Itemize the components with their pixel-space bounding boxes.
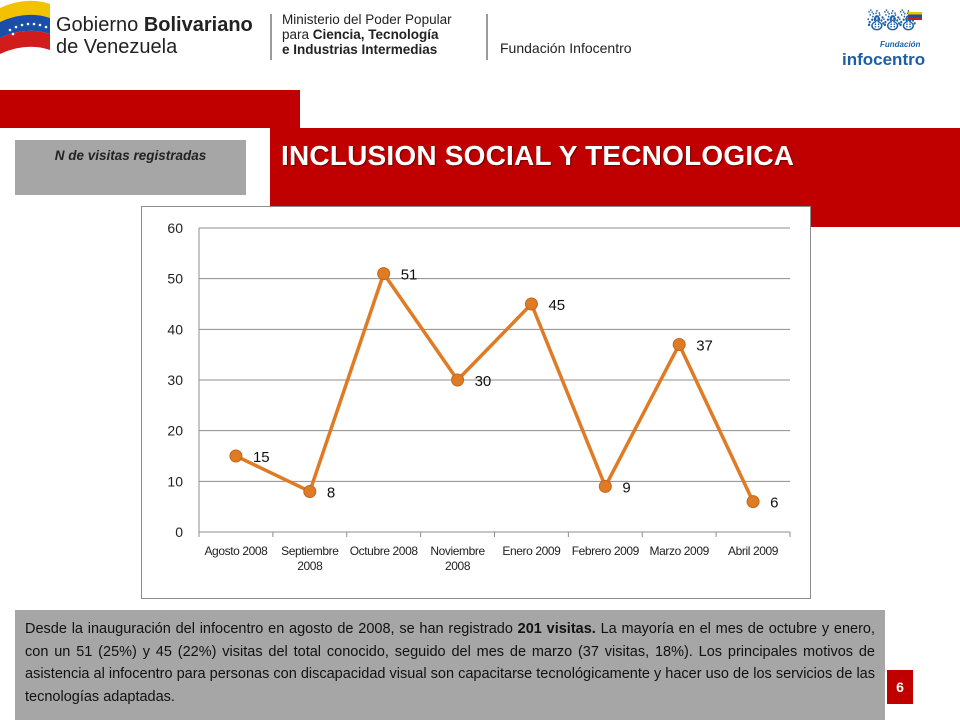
x-tick-label: Febrero 2009 <box>572 544 640 558</box>
data-point <box>524 297 538 311</box>
y-tick-label: 30 <box>167 372 183 388</box>
accent-bar <box>0 90 300 128</box>
foundation-name: Fundación Infocentro <box>500 40 632 56</box>
x-tick-label-line: Febrero 2009 <box>572 544 640 558</box>
government-name: Gobierno Bolivariano de Venezuela <box>56 14 253 58</box>
infocentro-logo: ☃☃☃ Fundación infocentro <box>842 10 926 69</box>
data-label: 37 <box>696 338 713 355</box>
header-divider <box>270 14 272 60</box>
data-label: 9 <box>622 479 630 496</box>
chart-label-box: N de visitas registradas <box>15 140 246 195</box>
data-point <box>229 449 243 463</box>
x-tick-label-line: 2008 <box>297 559 323 573</box>
data-point <box>746 495 760 509</box>
slide-title: INCLUSION SOCIAL Y TECNOLOGICA <box>281 140 795 171</box>
data-point <box>672 338 686 352</box>
data-label: 15 <box>253 449 270 466</box>
y-tick-label: 40 <box>167 321 183 337</box>
x-tick-label: Abril 2009 <box>728 544 779 558</box>
x-tick-label: Septiembre 2008 <box>281 544 339 573</box>
x-tick-label-line: Enero 2009 <box>502 544 561 558</box>
y-tick-label: 50 <box>167 271 183 287</box>
data-point <box>303 484 317 498</box>
venezuela-flag-icon <box>0 0 50 54</box>
description-text: Desde la inauguración del infocentro en … <box>25 621 875 705</box>
data-label: 8 <box>327 484 335 501</box>
x-tick-label-line: Abril 2009 <box>728 544 779 558</box>
x-tick-label-line: Agosto 2008 <box>204 544 268 558</box>
x-tick-label: Noviembre 2008 <box>430 544 485 573</box>
people-icon: ☃☃☃ <box>866 10 917 35</box>
x-tick-label-line: Marzo 2009 <box>650 544 710 558</box>
x-tick-label: Marzo 2009 <box>650 544 710 558</box>
data-point <box>451 373 465 387</box>
y-tick-label: 0 <box>175 524 183 540</box>
data-label: 45 <box>548 297 565 314</box>
y-tick-label: 60 <box>167 220 183 236</box>
data-label: 6 <box>770 495 778 512</box>
description-panel: Desde la inauguración del infocentro en … <box>15 610 885 720</box>
page-number: 6 <box>887 670 913 704</box>
x-tick-label: Octubre 2008 <box>350 544 419 558</box>
x-tick-label-line: Noviembre <box>430 544 485 558</box>
data-point <box>598 479 612 493</box>
x-tick-label-line: 2008 <box>445 559 471 573</box>
x-tick-label: Enero 2009 <box>502 544 561 558</box>
chart-label: N de visitas registradas <box>54 148 207 163</box>
data-label: 51 <box>401 267 418 284</box>
header-divider <box>486 14 488 60</box>
x-tick-label: Agosto 2008 <box>204 544 268 558</box>
y-tick-label: 10 <box>167 473 183 489</box>
series-line <box>235 271 755 503</box>
line-chart: 0 10 20 30 40 50 60 Agosto 2008 Septiembre 2008 Oc… <box>141 206 811 599</box>
x-tick-label-line: Septiembre <box>281 544 339 558</box>
data-point <box>377 267 391 281</box>
y-tick-label: 20 <box>167 423 183 439</box>
header: Gobierno Bolivariano de Venezuela Minist… <box>0 0 960 78</box>
flag-stripe-icon <box>908 12 922 20</box>
ministry-name: Ministerio del Poder Popular para Cienci… <box>282 12 452 57</box>
data-label: 30 <box>475 373 492 390</box>
x-tick-label-line: Octubre 2008 <box>350 544 419 558</box>
